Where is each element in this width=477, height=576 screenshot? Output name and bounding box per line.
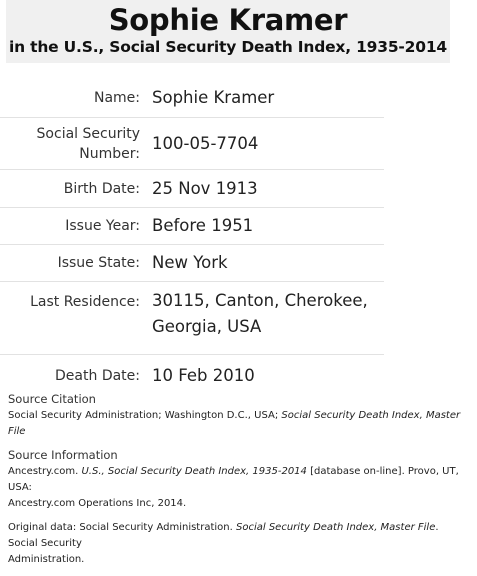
fact-label: Birth Date: [0,169,152,208]
fact-value: 25 Nov 1913 [152,169,384,208]
original-data-prefix: Original data: Social Security Administr… [8,522,233,533]
collection-subtitle: in the U.S., Social Security Death Index… [8,38,448,56]
fact-value: 100-05-7704 [152,117,384,170]
fact-label: Issue State: [0,244,152,282]
fact-row-issue-year: Issue Year: Before 1951 [0,207,384,245]
source-citation-text: Social Security Administration; Washingt… [8,408,470,440]
fact-label: Name: [0,79,152,118]
fact-row-name: Name: Sophie Kramer [0,79,384,118]
fact-label: Issue Year: [0,207,152,245]
original-data-title: Social Security Death Index, Master File [236,522,436,533]
source-citation: Source Citation Social Security Administ… [8,392,470,440]
fact-label-line: Number: [79,145,140,162]
fact-row-birth-date: Birth Date: 25 Nov 1913 [0,169,384,208]
fact-label: Last Residence: [0,281,152,355]
person-name-title: Sophie Kramer [108,3,348,37]
citation-title: Social Security Death Index, Master File [8,410,461,437]
info-operator: Ancestry.com Operations Inc, 2014. [8,498,187,509]
info-publication: [database on-line]. Provo, UT, USA: [8,466,459,493]
fact-label-line: Social Security [36,125,140,142]
fact-row-ssn: Social Security Number: 100-05-7704 [0,117,384,170]
fact-value-line: 30115, Canton, Cherokee, [152,291,368,310]
fact-value: 10 Feb 2010 [152,366,255,385]
fact-row-issue-state: Issue State: New York [0,244,384,282]
source-citation-heading: Source Citation [8,392,96,406]
source-information: Source Information Ancestry.com. U.S., S… [8,448,470,512]
original-data-line2: Administration. [8,554,85,565]
original-data-text: Original data: Social Security Administr… [8,520,470,568]
source-information-heading: Source Information [8,448,118,462]
fact-value: Sophie Kramer [152,79,384,118]
fact-label: Death Date: [55,368,140,384]
fact-value: 30115, Canton, Cherokee, Georgia, USA [152,281,384,355]
fact-row-death-date: Death Date: 10 Feb 2010 [0,355,384,398]
record-facts-table: Name: Sophie Kramer Social Security Numb… [0,79,384,397]
sources-section: Source Citation Social Security Administ… [8,392,470,576]
citation-plain: Social Security Administration; Washingt… [8,410,279,421]
source-information-text: Ancestry.com. U.S., Social Security Deat… [8,464,470,512]
fact-label: Social Security Number: [0,117,152,170]
info-publisher: Ancestry.com. [8,466,79,477]
fact-value: Before 1951 [152,207,384,245]
original-data: Original data: Social Security Administr… [8,520,470,568]
record-header: Sophie Kramer in the U.S., Social Securi… [6,0,450,63]
fact-value-line: Georgia, USA [152,317,262,336]
info-database-title: U.S., Social Security Death Index, 1935-… [81,466,307,477]
fact-row-last-residence: Last Residence: 30115, Canton, Cherokee,… [0,281,384,355]
fact-value: New York [152,244,384,282]
